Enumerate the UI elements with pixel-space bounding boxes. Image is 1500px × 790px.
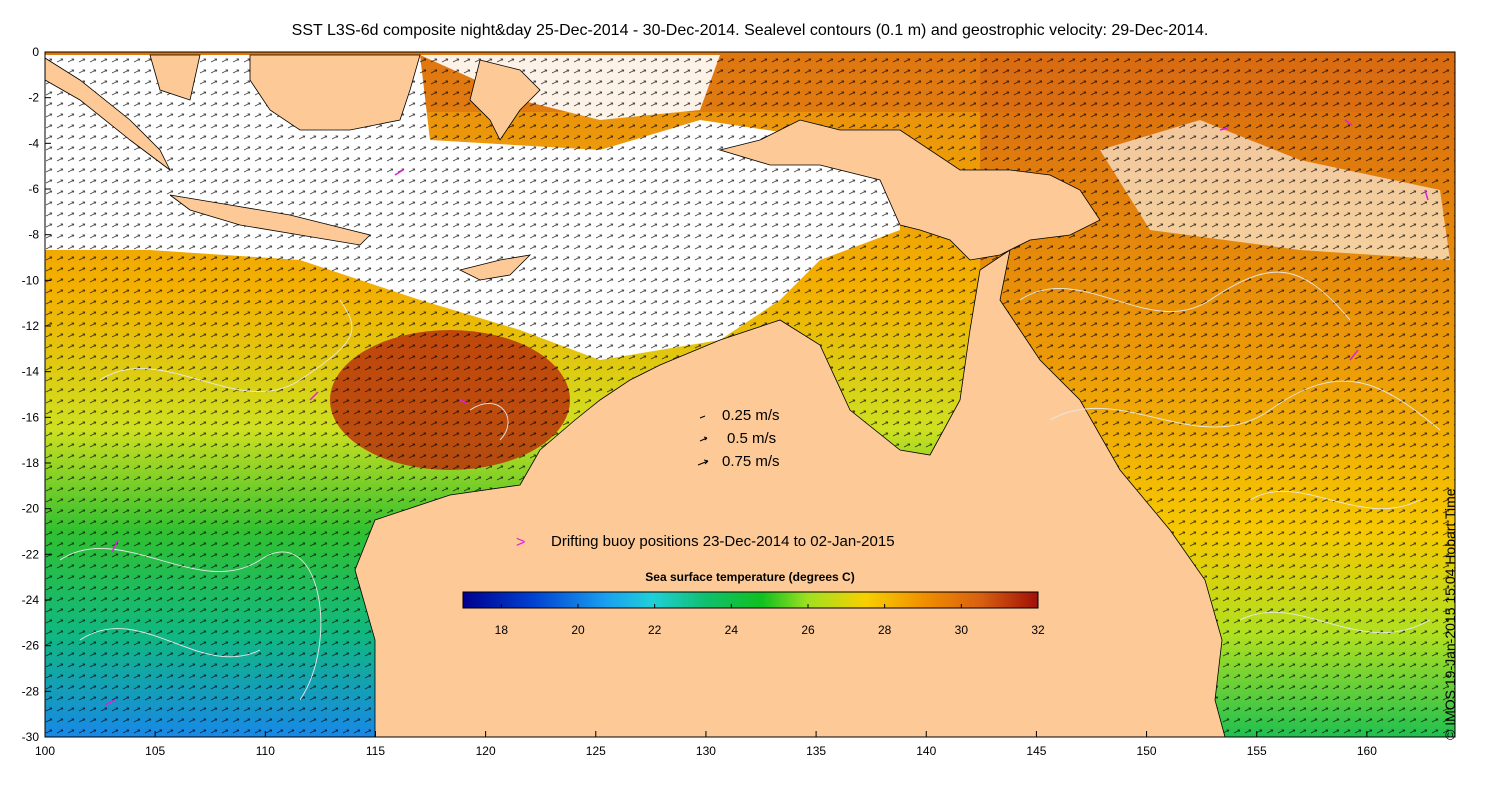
x-tick-label: 120 [476,744,496,758]
x-tick-label: 135 [806,744,826,758]
y-tick-label: -8 [28,228,39,242]
velocity-label-050: 0.5 m/s [727,430,776,447]
buoy-legend-label: Drifting buoy positions 23-Dec-2014 to 0… [551,533,895,550]
y-tick-label: 0 [32,45,39,59]
velocity-legend-item: 0.5 m/s [699,430,776,447]
velocity-legend-item: 0.75 m/s [697,453,780,470]
y-tick-label: -14 [22,365,40,379]
buoy-marker-icon: > [516,534,525,551]
colorbar-ticks: 18 20 22 24 26 28 30 32 [495,604,1045,637]
x-tick-label: 155 [1247,744,1267,758]
land-new-guinea [718,119,1101,261]
x-tick-label: 110 [256,744,275,758]
land-sulawesi [469,59,541,141]
colorbar-tick-label: 18 [495,623,509,637]
x-tick-label: 105 [145,744,165,758]
land-sumatra [44,57,171,171]
colorbar-scale [462,591,1039,609]
buoy-legend: > Drifting buoy positions 23-Dec-2014 to… [516,533,895,551]
colorbar-tick-label: 22 [648,623,662,637]
y-tick-label: -6 [28,182,39,196]
y-tick-label: -26 [22,639,40,653]
velocity-label-075: 0.75 m/s [722,453,780,470]
land-timor [458,254,532,281]
y-tick-label: -20 [22,502,40,516]
velocity-arrow-icon [699,415,706,419]
map-frame [44,51,1456,738]
x-tick-label: 130 [696,744,716,758]
y-tick-label: -30 [22,730,40,744]
y-tick-label: -2 [28,91,39,105]
velocity-label-025: 0.25 m/s [722,407,780,424]
colorbar: Sea surface temperature (degrees C) 18 20… [462,570,1045,637]
y-tick-label: -18 [22,456,40,470]
x-tick-label: 150 [1137,744,1157,758]
x-tick-label: 125 [586,744,606,758]
colorbar-title: Sea surface temperature (degrees C) [645,570,854,584]
velocity-legend-item: 0.25 m/s [699,407,780,424]
land-borneo [249,54,421,131]
colorbar-tick-label: 20 [571,623,585,637]
map-title: SST L3S-6d composite night&day 25-Dec-20… [291,22,1209,39]
x-tick-label: 100 [35,744,55,758]
land-nt-peninsula [149,54,201,101]
colorbar-tick-label: 28 [878,623,892,637]
x-tick-label: 160 [1357,744,1377,758]
x-tick-label: 145 [1026,744,1046,758]
y-tick-label: -4 [28,136,39,150]
colorbar-tick-label: 26 [801,623,815,637]
colorbar-tick-label: 32 [1031,623,1045,637]
y-tick-label: -22 [22,547,40,561]
velocity-legend: 0.25 m/s 0.5 m/s 0.75 m/s [697,407,780,470]
colorbar-tick-label: 24 [725,623,739,637]
y-tick-label: -10 [22,273,40,287]
sealevel-contours [59,271,1441,701]
y-axis: 0 -2 -4 -6 -8 -10 -12 -14 -16 -18 -20 -22 -24 -26 -28 -… [22,45,51,744]
y-tick-label: -12 [22,319,40,333]
land-java [169,194,371,246]
y-tick-label: -28 [22,684,40,698]
y-tick-label: -16 [22,410,40,424]
credit-line: © IMOS 19-Jan-2015 15:04 Hobart Time [1442,488,1458,740]
x-tick-label: 115 [366,744,385,758]
land-australia [354,249,1226,738]
buoy-tracks [104,119,1429,706]
colorbar-tick-label: 30 [955,623,969,637]
y-tick-label: -24 [22,593,40,607]
x-axis: 100 105 110 115 120 125 130 135 140 145 150 155 160 [35,731,1377,758]
velocity-arrow-icon [697,459,709,466]
x-tick-label: 140 [916,744,936,758]
velocity-arrow-icon [699,436,708,442]
